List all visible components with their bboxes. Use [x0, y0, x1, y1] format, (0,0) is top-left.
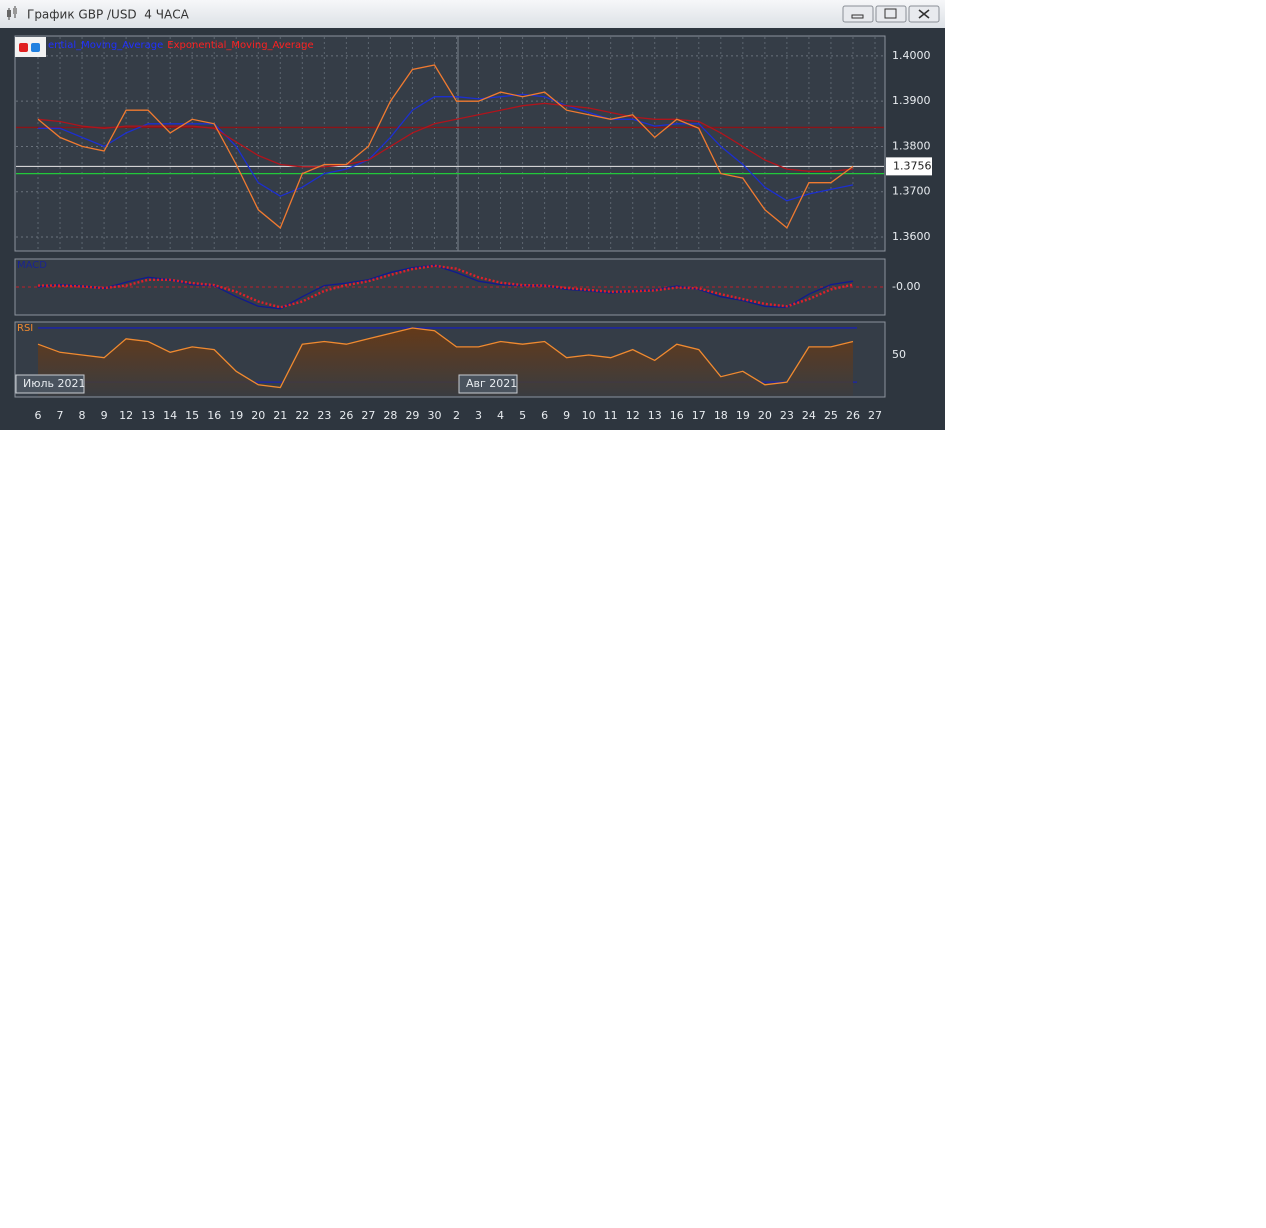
y-tick-label: 1.4000 — [892, 49, 931, 62]
last-price-label: 1.3756 — [893, 159, 932, 172]
x-tick-label: 15 — [185, 409, 199, 422]
x-tick-label: 19 — [736, 409, 750, 422]
x-tick-label: 4 — [497, 409, 504, 422]
x-tick-label: 22 — [295, 409, 309, 422]
month-label-text: Июль 2021 — [23, 377, 86, 390]
series-line — [38, 264, 854, 309]
legend-entry: ential_Moving_Average — [48, 40, 163, 51]
x-tick-label: 11 — [604, 409, 618, 422]
window-title: График GBP /USD 4 ЧАСА — [27, 8, 190, 22]
series-line — [37, 327, 854, 389]
x-tick-label: 13 — [141, 409, 155, 422]
maximize-button[interactable] — [875, 5, 907, 23]
x-tick-label: 12 — [119, 409, 133, 422]
minimize-button[interactable] — [842, 5, 874, 23]
y-tick-label: 1.3600 — [892, 230, 931, 243]
y-tick-label: -0.00 — [892, 280, 920, 293]
x-tick-label: 10 — [582, 409, 596, 422]
y-tick-label: 1.3900 — [892, 94, 931, 107]
chart-window: График GBP /USD 4 ЧАСА 6 7 8 9 12 13 14 15 16 19 2… — [0, 0, 945, 430]
rsi-area — [38, 328, 853, 396]
x-tick-label: 14 — [163, 409, 177, 422]
x-tick-label: 27 — [361, 409, 375, 422]
legend-icon[interactable] — [15, 37, 46, 57]
price-line — [37, 64, 854, 229]
title-bar — [0, 0, 945, 28]
x-tick-label: 9 — [563, 409, 570, 422]
x-tick-label: 5 — [519, 409, 526, 422]
x-tick-label: 13 — [648, 409, 662, 422]
series-line — [37, 102, 854, 172]
x-tick-label: 8 — [79, 409, 86, 422]
price-panel — [14, 35, 886, 252]
x-tick-label: 12 — [626, 409, 640, 422]
x-tick-label: 21 — [273, 409, 287, 422]
x-tick-label: 24 — [802, 409, 816, 422]
x-tick-label: 7 — [57, 409, 64, 422]
month-label: Июль 2021 — [15, 374, 86, 394]
x-tick-label: 18 — [714, 409, 728, 422]
x-tick-label: 16 — [670, 409, 684, 422]
x-tick-label: 25 — [824, 409, 838, 422]
close-button[interactable] — [908, 5, 940, 23]
x-tick-label: 9 — [101, 409, 108, 422]
x-tick-label: 19 — [229, 409, 243, 422]
x-tick-label: 27 — [868, 409, 882, 422]
y-tick-label: 50 — [892, 348, 906, 361]
series-line — [38, 93, 854, 202]
x-tick-label: 20 — [251, 409, 265, 422]
y-tick-label: 1.3800 — [892, 139, 931, 152]
x-tick-label: 6 — [35, 409, 42, 422]
panel-title: MACD — [17, 260, 47, 271]
x-tick-label: 29 — [405, 409, 419, 422]
panel-title: RSI — [17, 323, 33, 334]
x-tick-label: 23 — [317, 409, 331, 422]
month-label-text: Авг 2021 — [466, 377, 517, 390]
x-tick-label: 26 — [339, 409, 353, 422]
x-tick-label: 28 — [383, 409, 397, 422]
x-tick-label: 17 — [692, 409, 706, 422]
month-label: Авг 2021 — [458, 374, 518, 394]
x-tick-label: 6 — [541, 409, 548, 422]
x-tick-label: 30 — [427, 409, 441, 422]
x-tick-label: 3 — [475, 409, 482, 422]
x-tick-label: 20 — [758, 409, 772, 422]
last-price-box — [886, 157, 932, 176]
legend-entry: Exponential_Moving_Average — [167, 40, 313, 51]
x-tick-label: 23 — [780, 409, 794, 422]
x-tick-label: 16 — [207, 409, 221, 422]
x-tick-label: 26 — [846, 409, 860, 422]
app-icon — [7, 6, 17, 20]
x-tick-label: 2 — [453, 409, 460, 422]
y-tick-label: 1.3700 — [892, 185, 931, 198]
